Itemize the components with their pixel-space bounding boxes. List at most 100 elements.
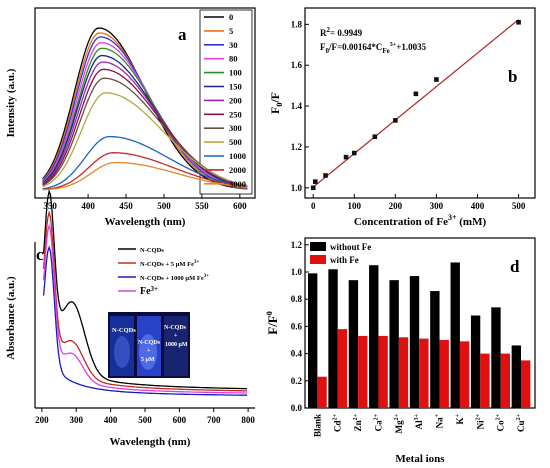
panel-a-ylabel: Intensity (a.u.) <box>5 68 17 137</box>
panel-d-ytick-label: 0.2 <box>291 376 303 386</box>
panel-d-ytick-label: 0.4 <box>291 349 303 359</box>
panel-b-xtick-label: 0 <box>311 201 316 211</box>
panel-a-xtick-label: 550 <box>195 201 209 211</box>
panel-b-ytick-label: 1.0 <box>291 183 303 193</box>
bar-with-fe-mg <box>398 337 409 408</box>
legend-label-200: 200 <box>229 95 242 105</box>
panel-a-xtick-label: 400 <box>81 201 95 211</box>
panel-b-xtick-label: 100 <box>348 201 362 211</box>
panel-c-xlabel: Wavelength (nm) <box>110 436 191 448</box>
legend-label-30: 30 <box>229 40 238 50</box>
panel-d-category-label: Co2+ <box>496 413 506 431</box>
panel-b-data-point <box>516 20 521 25</box>
panel-c-xtick-label: 600 <box>173 415 187 425</box>
legend-label-3000: 3000 <box>229 179 246 189</box>
bar-without-fe-zn <box>348 280 359 408</box>
panel-c-xtick-label: 200 <box>35 415 49 425</box>
bar-without-fe-na <box>430 291 440 408</box>
panel-d-category-label: Blank <box>312 414 322 437</box>
inset-label-3: N-CQDs <box>164 325 187 331</box>
legend-label-1000: 1000 <box>229 151 246 161</box>
panel-b-ytick-label: 1.6 <box>291 60 303 70</box>
panel-d-category-label: Mg2+ <box>394 413 404 433</box>
panel-a: a Wavelength (nm) Intensity (a.u.) 350 40… <box>5 7 256 228</box>
panel-d-category-label: Cu2+ <box>516 413 526 432</box>
panel-c-legend-label: N-CQDs + 1000 μM Fe3+ <box>140 274 209 282</box>
absorbance-curve-2 <box>42 210 248 392</box>
panel-d-legend-label: without Fe <box>330 242 371 252</box>
bar-with-fe-ni <box>480 353 490 408</box>
panel-a-xtick-label: 600 <box>233 201 247 211</box>
panel-b-xtick-label: 500 <box>512 201 526 211</box>
panel-b-xtick-label: 400 <box>471 201 485 211</box>
panel-c-legend-label: Fe3+ <box>140 285 158 297</box>
panel-c-xtick-label: 700 <box>207 415 221 425</box>
panel-d: d Metal ions F/F0 Blank Cd2+ Zn2+ Ca2+ Mg2+ A… <box>265 237 536 465</box>
panel-b-r2-annotation: R2= 0.9949 <box>320 26 363 38</box>
absorbance-curve-4 <box>42 223 248 394</box>
inset-label-3-conc: 1000 μM <box>165 342 188 348</box>
bar-without-fe-cd <box>328 269 338 408</box>
panel-d-xlabel: Metal ions <box>395 453 445 465</box>
bar-without-fe-blank <box>308 273 318 408</box>
legend-label-500: 500 <box>229 137 242 147</box>
bar-with-fe-ca <box>378 335 388 408</box>
bar-with-fe-zn <box>358 335 368 408</box>
bar-without-fe-mg <box>389 280 399 408</box>
bar-with-fe-al <box>419 338 429 408</box>
panel-b: b R2= 0.9949 F0/F=0.00164*CFe3++1.0035 C… <box>268 7 536 228</box>
panel-c: c Wavelength (nm) Absorbance (a.u.) 200 3… <box>5 189 255 448</box>
panel-d-ylabel: F/F0 <box>265 311 280 335</box>
legend-label-150: 150 <box>229 82 242 92</box>
legend-label-300: 300 <box>229 123 242 133</box>
panel-c-inset-photo: N-CQDs N-CQDs + 5 μM N-CQDs + 1000 μM <box>108 312 190 378</box>
panel-c-xtick-label: 800 <box>241 415 255 425</box>
bar-without-fe-k <box>450 262 460 408</box>
panel-c-legend-label: N-CQDs <box>140 247 164 254</box>
panel-d-legend-swatch <box>310 255 326 264</box>
panel-d-category-label: Cd2+ <box>333 413 343 432</box>
panel-d-legend-swatch <box>310 242 326 251</box>
legend-label-0: 0 <box>229 12 233 22</box>
bar-with-fe-co <box>500 353 511 408</box>
panel-d-ytick-label: 0.0 <box>291 403 303 413</box>
inset-label-2-conc: 5 μM <box>141 357 155 363</box>
panel-b-data-point <box>413 91 419 97</box>
bar-with-fe-blank <box>317 376 327 408</box>
panel-c-label: c <box>36 245 44 264</box>
inset-label-2-plus: + <box>147 348 151 354</box>
panel-c-xtick-label: 400 <box>104 415 118 425</box>
panel-a-legend <box>199 9 253 195</box>
panel-d-category-label: Al3+ <box>414 413 424 429</box>
panel-b-data-point <box>351 150 357 156</box>
bar-without-fe-co <box>491 307 501 408</box>
spectrum-curve-3000 <box>42 161 248 191</box>
spectrum-curve-200 <box>42 61 248 188</box>
panel-b-xtick-label: 200 <box>389 201 403 211</box>
bar-with-fe-cu <box>521 360 531 408</box>
inset-label-1: N-CQDs <box>112 327 136 334</box>
panel-b-fit-annotation: F0/F=0.00164*CFe3++1.0035 <box>320 42 427 55</box>
panel-d-category-label: Na+ <box>435 413 445 428</box>
panel-c-xtick-label: 500 <box>138 415 152 425</box>
panel-d-ytick-label: 1.0 <box>291 267 303 277</box>
bar-without-fe-ca <box>369 265 379 408</box>
panel-b-xtick-label: 300 <box>430 201 444 211</box>
bar-without-fe-al <box>409 276 420 408</box>
spectrum-curve-1000 <box>42 135 248 190</box>
legend-label-80: 80 <box>229 54 238 64</box>
spectrum-curve-150 <box>42 54 248 188</box>
legend-label-100: 100 <box>229 68 242 78</box>
spectrum-curve-2000 <box>42 152 248 191</box>
vial-3 <box>164 316 188 376</box>
panel-a-xtick-label: 500 <box>157 201 171 211</box>
bar-with-fe-na <box>439 340 449 408</box>
inset-label-2: N-CQDs <box>138 340 161 346</box>
panel-c-ylabel: Absorbance (a.u.) <box>5 276 17 360</box>
panel-a-frame <box>34 7 256 199</box>
inset-label-3-plus: + <box>174 333 178 339</box>
panel-d-label: d <box>510 257 520 276</box>
bar-with-fe-k <box>459 341 470 408</box>
panel-b-data-point <box>372 134 378 140</box>
